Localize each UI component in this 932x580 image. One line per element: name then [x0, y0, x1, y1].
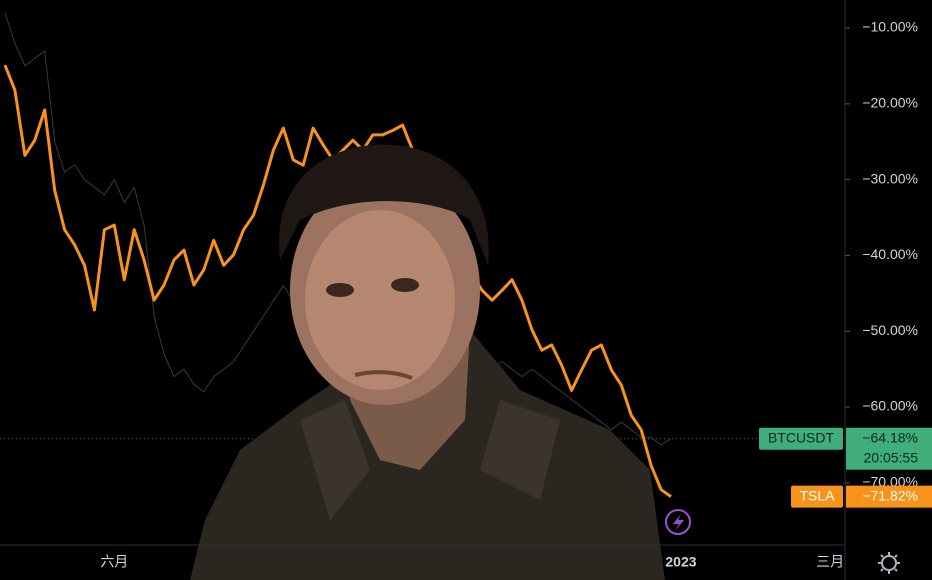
y-tick-label: −70.00%: [862, 474, 918, 490]
series-name: TSLA: [799, 487, 835, 503]
gear-teeth: [878, 552, 900, 574]
price-label: −71.82%: [862, 487, 918, 503]
y-tick-label: −10.00%: [862, 19, 918, 35]
price-label-box: [846, 427, 932, 470]
price-label: −64.18%: [862, 429, 918, 445]
x-tick-label: 六月: [100, 554, 128, 570]
y-tick-label: −30.00%: [862, 170, 918, 186]
gear: [881, 555, 897, 571]
price-label-box: [846, 485, 932, 508]
y-tick-label: −20.00%: [862, 95, 918, 111]
series-name: BTCUSDT: [768, 429, 835, 445]
series-name-box: [791, 485, 843, 508]
series-name-box: [759, 427, 843, 450]
y-tick-label: −50.00%: [862, 322, 918, 338]
y-tick-label: −60.00%: [862, 398, 918, 414]
photo-overlay: [190, 144, 665, 580]
countdown: 20:05:55: [864, 449, 919, 465]
x-tick-label: 三月: [816, 554, 844, 570]
y-tick-label: −40.00%: [862, 246, 918, 262]
axes: −10.00% −20.00% −30.00% −40.00% −50.00% −60.0…: [100, 19, 932, 570]
settings-icon[interactable]: [878, 552, 900, 574]
x-tick-label: 2023: [665, 554, 696, 570]
event-icon-bolt: [673, 514, 684, 531]
